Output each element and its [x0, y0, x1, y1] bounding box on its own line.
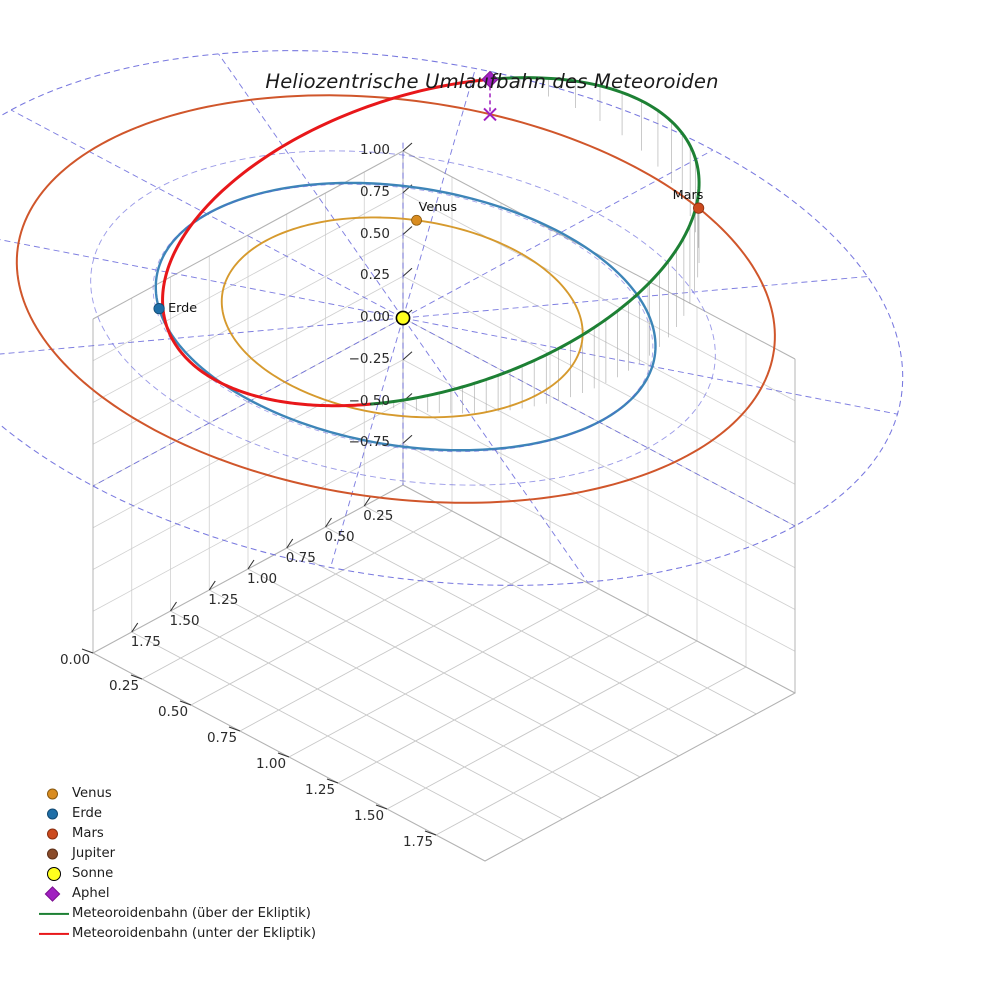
legend-item-meteoroidenbahn-ber-der-ekliptik[interactable]: Meteoroidenbahn (über der Ekliptik): [36, 904, 336, 924]
legend-dot-swatch: [36, 804, 72, 824]
z-tick-7: −0.75: [348, 434, 390, 451]
legend-item-mars[interactable]: Mars: [36, 824, 336, 844]
legend: Venus Erde Mars Jupiter Sonne Aphel Meteoroide…: [36, 784, 336, 944]
orbit-drop-lines: [382, 77, 700, 414]
y-tick-7: 1.75: [402, 834, 434, 850]
z-tick-3: 0.25: [359, 267, 390, 284]
y-tick-6: 1.50: [353, 808, 385, 824]
z-tick-0: 1.00: [359, 142, 390, 158]
x-tick-6: 1.75: [130, 634, 161, 650]
legend-item-label: Aphel: [72, 886, 110, 901]
legend-line-swatch: [36, 904, 72, 924]
legend-dot-swatch: [36, 784, 72, 804]
legend-item-sonne[interactable]: Sonne: [36, 864, 336, 884]
legend-item-erde[interactable]: Erde: [36, 804, 336, 824]
x-tick-4: 1.25: [208, 592, 239, 608]
x-tick-5: 1.50: [169, 613, 200, 629]
legend-item-jupiter[interactable]: Jupiter: [36, 844, 336, 864]
legend-item-venus[interactable]: Venus: [36, 784, 336, 804]
legend-item-label: Venus: [72, 786, 112, 801]
legend-item-label: Meteoroidenbahn (unter der Ekliptik): [72, 926, 317, 941]
legend-diamond-swatch: [36, 884, 72, 904]
x-tick-3: 1.00: [246, 571, 278, 587]
legend-item-label: Erde: [72, 806, 103, 821]
y-tick-2: 0.50: [157, 704, 189, 720]
legend-line-swatch: [36, 924, 72, 944]
z-tick-1: 0.75: [359, 183, 390, 200]
y-tick-4: 1.00: [255, 756, 287, 772]
body-label-venus: Venus: [418, 200, 458, 216]
z-tick-6: −0.50: [348, 392, 390, 409]
x-tick-0: 0.25: [363, 508, 394, 524]
body-markers: [153, 70, 705, 326]
circle-marker-icon: [47, 848, 58, 860]
circle-marker-icon: [47, 808, 58, 820]
legend-line-icon: [39, 912, 69, 916]
z-tick-2: 0.50: [359, 225, 390, 242]
legend-item-aphel[interactable]: Aphel: [36, 884, 336, 904]
meteoroid-orbit: [161, 76, 701, 408]
legend-dot-swatch: [36, 844, 72, 864]
legend-line-icon: [39, 932, 69, 936]
body-label-mars: Mars: [672, 188, 704, 204]
body-label-erde: Erde: [168, 300, 198, 316]
z-tick-5: −0.25: [348, 350, 390, 367]
y-tick-3: 0.75: [206, 730, 238, 746]
y-tick-1: 0.25: [108, 678, 140, 694]
planet-orbits: [15, 94, 776, 504]
z-tick-4: 0.00: [359, 309, 390, 325]
legend-dot-swatch: [36, 864, 72, 884]
diamond-marker-icon: [44, 886, 61, 902]
legend-item-label: Mars: [72, 826, 104, 841]
circle-marker-icon: [47, 788, 58, 800]
legend-dot-swatch: [36, 824, 72, 844]
legend-item-label: Sonne: [72, 866, 114, 881]
legend-item-label: Meteoroidenbahn (über der Ekliptik): [72, 906, 311, 921]
y-tick-5: 1.25: [304, 782, 336, 798]
page-title: Heliozentrische Umlaufbahn des Meteoroid…: [265, 70, 719, 93]
x-tick-2: 0.75: [285, 550, 316, 566]
legend-item-meteoroidenbahn-unter-der-ekliptik[interactable]: Meteoroidenbahn (unter der Ekliptik): [36, 924, 336, 944]
circle-marker-icon: [47, 867, 61, 881]
x-tick-1: 0.50: [324, 529, 355, 545]
axes3d-panes: [81, 142, 797, 862]
y-tick-0: 0.00: [59, 652, 91, 668]
legend-item-label: Jupiter: [72, 846, 115, 861]
circle-marker-icon: [47, 828, 58, 840]
